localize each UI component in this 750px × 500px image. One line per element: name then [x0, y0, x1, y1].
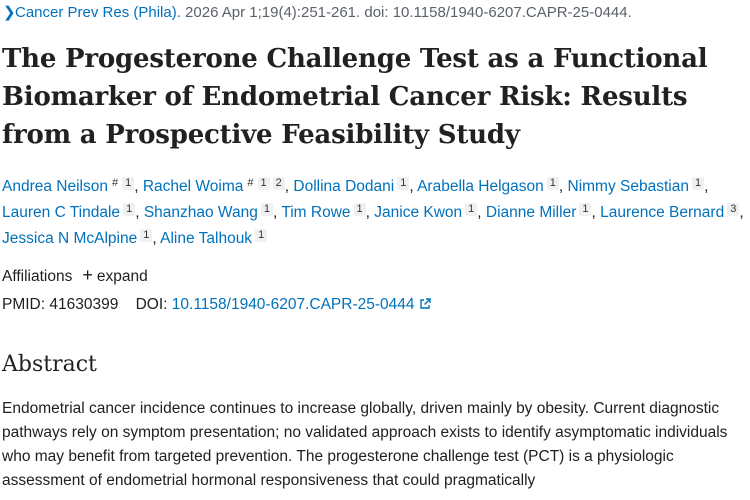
author-separator: , — [591, 204, 601, 221]
author-separator: , — [477, 204, 486, 221]
author-separator: , — [739, 204, 744, 221]
journal-link[interactable]: ❯Cancer Prev Res (Phila). — [3, 4, 181, 21]
affiliations-row: Affiliations + expand — [2, 266, 148, 288]
affiliation-mark[interactable]: 1 — [257, 177, 270, 190]
author-item: Janice Kwon 1 — [374, 203, 478, 221]
author-item: Jessica N McAlpine 1 — [2, 229, 153, 247]
author-link[interactable]: Jessica N McAlpine — [2, 230, 138, 247]
article-title: The Progesterone Challenge Test as a Fun… — [2, 44, 708, 150]
author-separator: , — [134, 178, 143, 195]
author-item: Dianne Miller 1 — [485, 203, 592, 221]
abstract-text: Endometrial cancer incidence continues t… — [2, 400, 728, 489]
author-separator: , — [284, 178, 294, 195]
author-list: Andrea Neilson #1, Rachel Woima #1 2, Dolli… — [2, 174, 747, 252]
author-item: Tim Rowe 1 — [281, 203, 366, 221]
doi-label: DOI: — [135, 296, 168, 313]
pmid-value: 41630399 — [49, 296, 119, 313]
author-link[interactable]: Nimmy Sebastian — [567, 178, 689, 195]
doi-value: 10.1158/1940-6207.CAPR-25-0444 — [171, 296, 415, 313]
author-link[interactable]: Shanzhao Wang — [143, 204, 258, 221]
author-separator: , — [365, 204, 375, 221]
affiliation-mark[interactable]: 1 — [397, 177, 410, 190]
citation-line: ❯Cancer Prev Res (Phila). 2026 Apr 1;19(… — [3, 3, 632, 23]
affiliation-mark[interactable]: 1 — [123, 203, 136, 216]
affiliation-mark[interactable]: 1 — [465, 203, 478, 216]
external-link-icon — [419, 298, 431, 309]
author-link[interactable]: Tim Rowe — [281, 204, 351, 221]
affiliation-mark[interactable]: 1 — [140, 229, 153, 242]
author-link[interactable]: Aline Talhouk — [160, 230, 253, 247]
affiliation-mark[interactable]: 2 — [272, 177, 285, 190]
affiliation-mark[interactable]: 1 — [579, 203, 592, 216]
citation-details: 2026 Apr 1;19(4):251-261. doi: 10.1158/1… — [180, 4, 632, 21]
author-separator: , — [409, 178, 418, 195]
author-link[interactable]: Lauren C Tindale — [2, 204, 121, 221]
affiliation-mark[interactable]: 1 — [691, 177, 705, 190]
author-item: Lauren C Tindale 1 — [2, 203, 136, 221]
affiliation-mark[interactable]: 1 — [353, 203, 366, 216]
affiliations-label: Affiliations — [2, 268, 73, 285]
equal-contribution-mark: # — [247, 177, 254, 189]
affiliation-mark[interactable]: 1 — [260, 203, 273, 216]
author-link[interactable]: Janice Kwon — [374, 204, 463, 221]
author-item: Dollina Dodani 1 — [293, 177, 410, 195]
author-link[interactable]: Rachel Woima — [142, 178, 244, 195]
author-item: Laurence Bernard 3 — [600, 203, 740, 221]
pmid-label: PMID: — [2, 296, 46, 313]
author-item: Rachel Woima #1 2 — [142, 177, 285, 195]
author-item: Nimmy Sebastian 1 — [567, 177, 705, 195]
chevron-right-icon: ❯ — [3, 4, 16, 21]
doi-link[interactable]: 10.1158/1940-6207.CAPR-25-0444 — [172, 296, 431, 313]
equal-contribution-mark: # — [111, 177, 119, 189]
affiliation-mark[interactable]: 1 — [546, 177, 559, 190]
author-link[interactable]: Arabella Helgason — [417, 178, 544, 195]
author-item: Arabella Helgason 1 — [417, 177, 559, 195]
author-link[interactable]: Dollina Dodani — [293, 178, 395, 195]
plus-icon[interactable]: + — [82, 265, 93, 285]
affiliation-mark[interactable]: 3 — [727, 203, 740, 216]
author-link[interactable]: Dianne Miller — [485, 204, 577, 221]
author-item: Shanzhao Wang 1 — [143, 203, 273, 221]
author-item: Aline Talhouk 1 — [160, 229, 268, 247]
expand-link[interactable]: expand — [96, 268, 148, 285]
author-separator: , — [558, 178, 568, 195]
affiliation-mark[interactable]: 1 — [255, 229, 268, 242]
journal-name: Cancer Prev Res (Phila). — [15, 4, 181, 21]
author-separator: , — [272, 204, 282, 221]
abstract-heading: Abstract — [2, 352, 97, 377]
identifiers-row: PMID: 41630399 DOI: 10.1158/1940-6207.CA… — [2, 294, 431, 316]
author-separator: , — [704, 178, 709, 195]
author-item: Andrea Neilson #1 — [2, 177, 135, 195]
affiliation-mark[interactable]: 1 — [122, 177, 135, 190]
author-link[interactable]: Andrea Neilson — [2, 178, 108, 195]
author-link[interactable]: Laurence Bernard — [600, 204, 725, 221]
author-separator: , — [135, 204, 144, 221]
author-separator: , — [152, 230, 161, 247]
